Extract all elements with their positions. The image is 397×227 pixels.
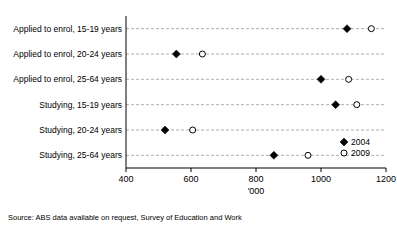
data-point [190, 127, 196, 133]
data-point [354, 102, 360, 108]
data-point [199, 51, 205, 57]
category-label: Studying, 15-19 years [39, 100, 122, 110]
x-tick-label: 1000 [311, 174, 331, 184]
data-point [172, 50, 180, 58]
data-point [368, 26, 374, 32]
category-label: Studying, 20-24 years [39, 125, 122, 135]
x-tick-label: 600 [183, 174, 198, 184]
x-tick [321, 168, 322, 172]
marks [161, 25, 374, 160]
chart: Applied to enrol, 15-19 years Applied to … [0, 0, 397, 227]
x-tick-label: 800 [248, 174, 263, 184]
data-point [270, 151, 278, 159]
category-label: Applied to enrol, 20-24 years [13, 49, 122, 59]
source-note: Source: ABS data available on request, S… [8, 213, 242, 222]
x-tick-label: 1200 [376, 174, 396, 184]
data-point [343, 25, 351, 33]
category-label: Applied to enrol, 25-64 years [13, 74, 122, 84]
x-tick [256, 168, 257, 172]
category-label: Applied to enrol, 15-19 years [13, 24, 122, 34]
x-tick [191, 168, 192, 172]
category-label: Studying, 25-64 years [39, 150, 122, 160]
x-axis-label: '000 [248, 186, 265, 196]
legend-label: 2009 [351, 148, 370, 158]
data-point [346, 76, 352, 82]
data-point [317, 75, 325, 83]
x-tick-label: 400 [118, 174, 133, 184]
data-point [332, 101, 340, 109]
legend-marker [340, 138, 348, 146]
data-point [305, 152, 311, 158]
x-tick [126, 168, 127, 172]
grid-line [126, 155, 386, 156]
legend-label: 2004 [351, 137, 370, 147]
y-axis [126, 16, 127, 168]
grid-line [126, 104, 386, 105]
legend-marker [341, 150, 347, 156]
data-point [161, 126, 169, 134]
x-tick [386, 168, 387, 172]
grid-line [126, 54, 386, 55]
